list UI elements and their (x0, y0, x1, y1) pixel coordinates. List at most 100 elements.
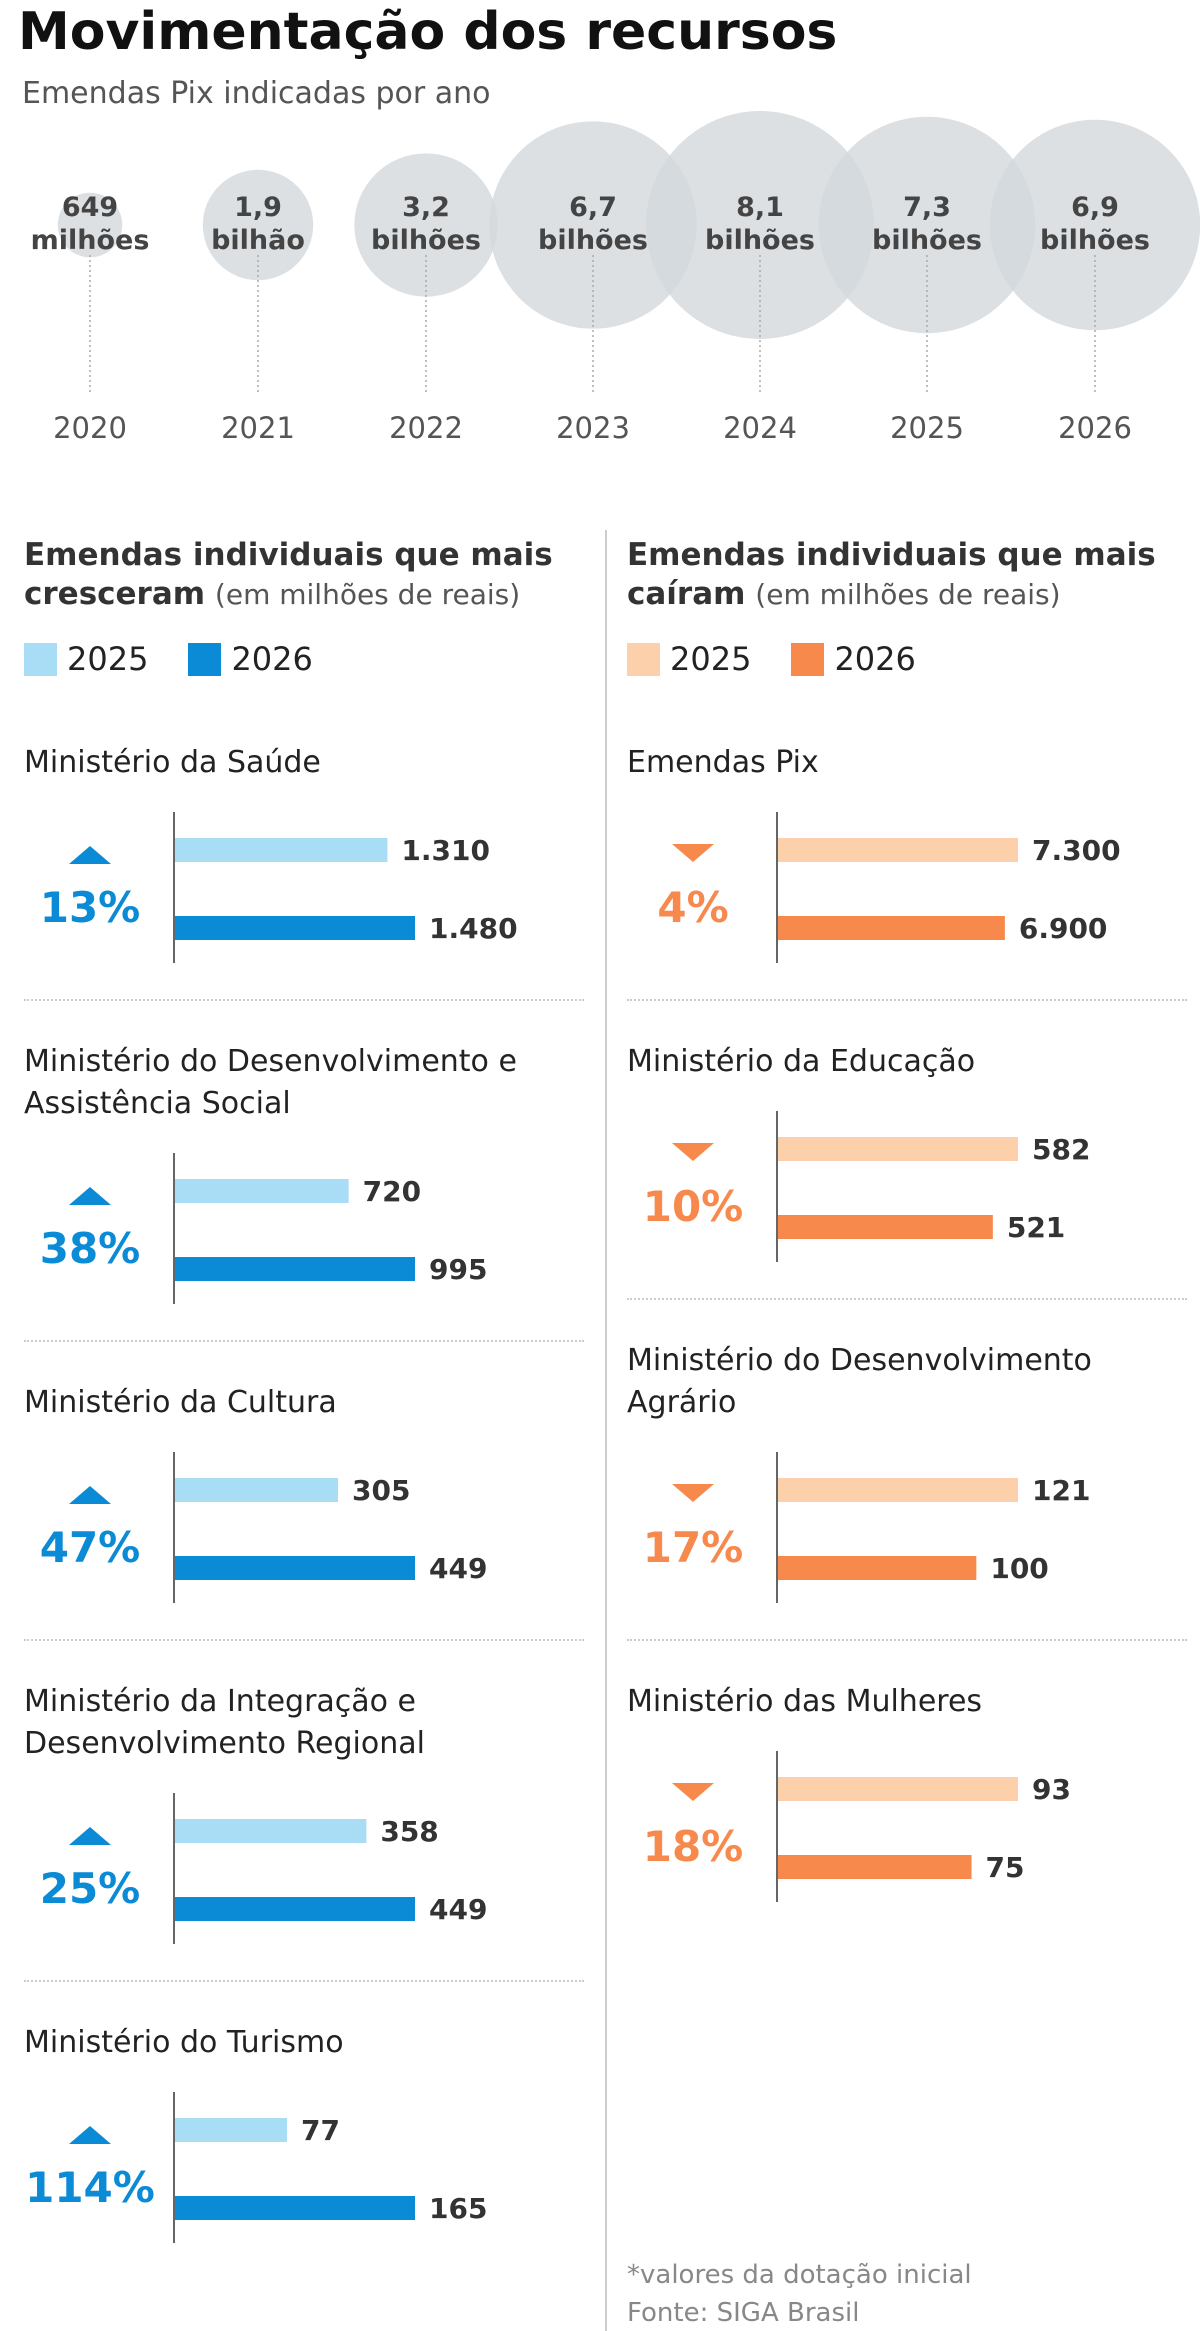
value-label: 121 (1032, 1474, 1090, 1507)
bubble (818, 116, 1036, 334)
value-label: 100 (990, 1552, 1048, 1585)
bubble (646, 111, 874, 339)
panel-title: Emendas individuais que mais caíram (em … (627, 536, 1172, 614)
group-title: Ministério do Turismo (24, 2025, 344, 2060)
legend-swatch (791, 642, 825, 676)
bubble-chart: 2020 2021 2022 2023 2024 2025 2026 (53, 111, 1200, 445)
group: Ministério da Educação 10% 582 521 (627, 1001, 1187, 1300)
bar (778, 1855, 972, 1879)
legend-label: 2025 (67, 640, 149, 678)
bar (175, 1897, 415, 1921)
value-label: 93 (1032, 1773, 1071, 1806)
value-label: 449 (429, 1893, 487, 1926)
group-bars: 25% 358 449 (40, 1793, 487, 1944)
value-label: 582 (1032, 1133, 1090, 1166)
value-label: 1.480 (429, 912, 518, 945)
bar (175, 1556, 415, 1580)
group: Ministério da Cultura 47% 305 449 (24, 1342, 584, 1641)
year-label: 2022 (389, 411, 463, 445)
value-label: 75 (986, 1851, 1025, 1884)
legend-label: 2026 (231, 640, 313, 678)
group: Ministério do Desenvolvimento e Assistên… (24, 1001, 584, 1342)
group: Ministério do Turismo 114% 77 165 (24, 1982, 584, 2279)
groups: Ministério da Saúde 13% 1.310 1.480 Ministér… (24, 702, 584, 2279)
group-bars: 10% 582 521 (643, 1111, 1090, 1262)
group-bars: 17% 121 100 (643, 1452, 1090, 1603)
bubble (489, 121, 697, 329)
value-label: 720 (363, 1175, 421, 1208)
value-label: 7.300 (1032, 834, 1121, 867)
legend-item: 2026 (188, 640, 313, 678)
legend-item: 2025 (627, 640, 751, 678)
group-bars: 13% 1.310 1.480 (40, 812, 518, 963)
value-label: 305 (352, 1474, 410, 1507)
group-title: Ministério da Saúde (24, 745, 321, 780)
bar (175, 1179, 349, 1203)
panel-title-text: Emendas individuais que mais cresceram (24, 537, 553, 612)
year-label: 2024 (723, 411, 797, 445)
panel-unit: (em milhões de reais) (755, 578, 1061, 611)
panel-title: Emendas individuais que mais cresceram (… (24, 536, 569, 614)
bar (175, 916, 415, 940)
legend-item: 2026 (791, 640, 916, 678)
bubble (989, 119, 1200, 331)
bubble-label: 8,1 bilhões (705, 192, 815, 256)
year-label: 2020 (53, 411, 127, 445)
trend-arrow (69, 1187, 111, 1205)
legend-label: 2026 (834, 640, 916, 678)
right-panel: Emendas individuais que mais caíram (em … (627, 536, 1187, 1938)
year-label: 2026 (1058, 411, 1132, 445)
trend-arrow (672, 844, 714, 862)
legend: 2025 2026 (627, 634, 1187, 684)
group-title: Ministério da Cultura (24, 1385, 337, 1420)
group-title: Ministério do Desenvolvimento e Assistên… (24, 1044, 517, 1121)
group-bars: 38% 720 995 (40, 1153, 487, 1304)
trend-arrow (69, 1486, 111, 1504)
group-title: Ministério da Educação (627, 1044, 976, 1079)
change-label: 13% (40, 883, 141, 932)
group-title: Ministério da Integração e Desenvolvimen… (24, 1684, 425, 1761)
bar (778, 838, 1018, 862)
legend-swatch (188, 642, 222, 676)
group: Emendas Pix 4% 7.300 6.900 (627, 702, 1187, 1001)
bubble (202, 169, 314, 281)
change-label: 18% (643, 1822, 744, 1871)
value-label: 165 (429, 2192, 487, 2225)
value-label: 6.900 (1019, 912, 1108, 945)
bubble (57, 192, 123, 258)
change-label: 38% (40, 1224, 141, 1273)
bar (778, 1478, 1018, 1502)
value-label: 449 (429, 1552, 487, 1585)
bar (778, 1556, 977, 1580)
group: Ministério do Desenvolvimento Agrário 17%… (627, 1300, 1187, 1641)
change-label: 114% (25, 2163, 155, 2212)
group-bars: 47% 305 449 (40, 1452, 487, 1603)
legend: 2025 2026 (24, 634, 584, 684)
change-label: 25% (40, 1864, 141, 1913)
trend-arrow (69, 846, 111, 864)
trend-arrow (69, 1827, 111, 1845)
year-label: 2023 (556, 411, 630, 445)
bar (175, 838, 388, 862)
bar (778, 1777, 1018, 1801)
bar (175, 1478, 339, 1502)
change-label: 47% (40, 1523, 141, 1572)
group-bars: 18% 93 75 (643, 1751, 1071, 1902)
bar (778, 1215, 993, 1239)
title: Movimentação dos recursos (18, 2, 838, 62)
legend-swatch (627, 642, 660, 676)
group-title: Ministério do Desenvolvimento Agrário (627, 1343, 1092, 1420)
year-label: 2025 (890, 411, 964, 445)
group-title: Ministério das Mulheres (627, 1684, 983, 1719)
bar (175, 1257, 415, 1281)
year-label: 2021 (221, 411, 295, 445)
bar (175, 2196, 415, 2220)
bar (778, 1137, 1018, 1161)
subtitle: Emendas Pix indicadas por ano (22, 76, 491, 111)
bar (175, 1819, 367, 1843)
bubble-label: 7,3 bilhões (872, 192, 982, 256)
panel-unit: (em milhões de reais) (214, 578, 521, 611)
legend-item: 2025 (24, 640, 148, 678)
value-label: 995 (429, 1253, 487, 1286)
